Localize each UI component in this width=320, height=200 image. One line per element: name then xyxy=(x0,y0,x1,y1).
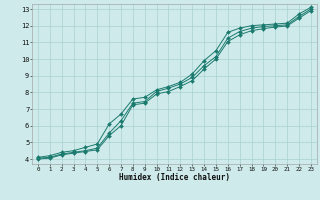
X-axis label: Humidex (Indice chaleur): Humidex (Indice chaleur) xyxy=(119,173,230,182)
